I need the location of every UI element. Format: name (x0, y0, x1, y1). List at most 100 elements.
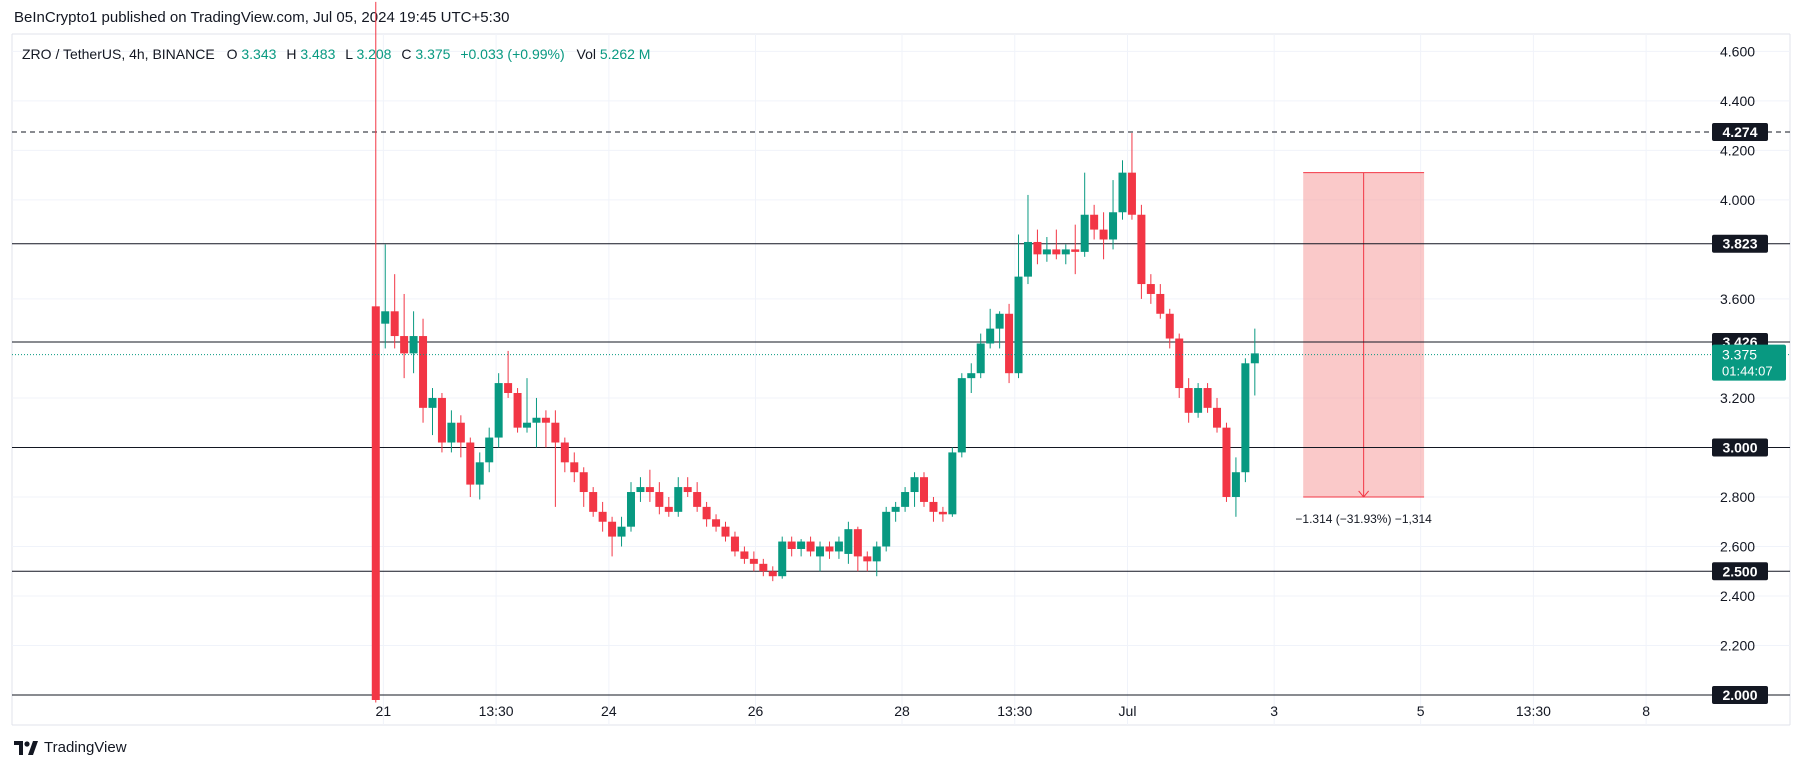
candle (447, 410, 456, 453)
x-tick-label: 24 (601, 703, 617, 719)
candle (910, 472, 919, 507)
candle (551, 410, 560, 507)
candle (1231, 457, 1240, 517)
candle-body (1250, 353, 1259, 364)
candle (1071, 224, 1080, 275)
x-tick-label: 13:30 (1516, 703, 1551, 719)
candle-body (1109, 212, 1118, 240)
candle-body (1222, 427, 1231, 497)
candle-body (976, 343, 985, 374)
y-tick-label: 4.000 (1720, 192, 1755, 208)
candle (891, 501, 900, 522)
candle (437, 392, 446, 453)
candle-body (1099, 229, 1108, 240)
price-chart[interactable]: −1.314 (−31.93%) −1,314 4.6004.4004.2004… (0, 0, 1804, 730)
candle-body (456, 422, 465, 443)
x-tick-label: Jul (1119, 703, 1137, 719)
candle-body (1241, 363, 1250, 473)
open-label: O (227, 46, 238, 62)
candle (560, 437, 569, 473)
level-tag-label: 2.000 (1722, 687, 1757, 703)
candle-body (825, 546, 834, 552)
candle (608, 516, 617, 557)
candle (409, 311, 418, 374)
candle-body (910, 477, 919, 493)
candle-body (409, 336, 418, 354)
candle (938, 506, 947, 522)
candle-body (749, 558, 758, 564)
candle-body (428, 397, 437, 408)
candle (976, 333, 985, 379)
candle-body (664, 506, 673, 512)
candle (1175, 333, 1184, 398)
y-tick-label: 2.200 (1720, 638, 1755, 654)
candle-body (475, 462, 484, 485)
candle-body (834, 541, 843, 552)
candle (381, 244, 390, 349)
low-value: 3.208 (356, 46, 391, 62)
candle (371, 1, 380, 703)
candle (787, 536, 796, 557)
candle (589, 487, 598, 517)
candle (1014, 234, 1023, 379)
candle (967, 363, 976, 393)
candle (1213, 397, 1222, 433)
x-axis[interactable]: 21 13:30 24 26 28 13:30 Jul 3 5 13:30 8 (376, 703, 1651, 719)
candle-body (1090, 214, 1099, 230)
candle (1127, 133, 1136, 220)
candle-body (986, 328, 995, 344)
candle (626, 482, 635, 532)
candle (730, 531, 739, 557)
candle (749, 551, 758, 572)
x-tick-label: 5 (1417, 703, 1425, 719)
candle (655, 482, 664, 515)
candle-body (626, 492, 635, 527)
candle (1146, 274, 1155, 304)
candle-body (1137, 214, 1146, 285)
candle (390, 274, 399, 349)
candle (844, 521, 853, 564)
candle-body (447, 422, 456, 443)
candle (523, 378, 532, 433)
candle (1080, 172, 1089, 257)
candle-body (494, 383, 503, 438)
tradingview-logo[interactable]: TradingView (14, 739, 127, 756)
candle-body (938, 511, 947, 515)
y-tick-label: 4.400 (1720, 93, 1755, 109)
horizontal-levels[interactable] (12, 131, 1790, 696)
candle (1156, 284, 1165, 319)
candle-body (768, 571, 777, 577)
x-tick-label: 13:30 (479, 703, 514, 719)
y-axis[interactable]: 4.600 4.400 4.200 4.000 3.600 3.200 2.800 2.600… (1712, 43, 1786, 705)
candle-body (1052, 249, 1061, 255)
candle (920, 472, 929, 507)
high-label: H (286, 46, 296, 62)
candle (759, 558, 768, 577)
candle (456, 415, 465, 458)
y-tick-label: 4.200 (1720, 142, 1755, 158)
candle-body (1118, 172, 1127, 213)
candle-body (787, 541, 796, 549)
candle (1241, 358, 1250, 483)
candle (494, 373, 503, 448)
candle-body (419, 336, 428, 408)
candle (1005, 303, 1014, 384)
candle-body (551, 422, 560, 443)
candle-body (995, 313, 1004, 329)
measurement-tool[interactable]: −1.314 (−31.93%) −1,314 (1295, 172, 1432, 526)
candle-body (1165, 313, 1174, 339)
candle (1203, 383, 1212, 413)
candle-body (598, 511, 607, 522)
x-tick-label: 21 (376, 703, 392, 719)
candle (872, 541, 881, 577)
candle-body (1071, 249, 1080, 252)
candle-body (400, 336, 409, 354)
candle (1184, 378, 1193, 423)
candle (995, 311, 1004, 349)
candle-body (1042, 249, 1051, 255)
x-tick-label: 3 (1270, 703, 1278, 719)
candle-body (371, 306, 380, 700)
publisher-line: BeInCrypto1 published on TradingView.com… (14, 9, 510, 26)
candle (929, 496, 938, 522)
level-tag (1712, 123, 1768, 142)
